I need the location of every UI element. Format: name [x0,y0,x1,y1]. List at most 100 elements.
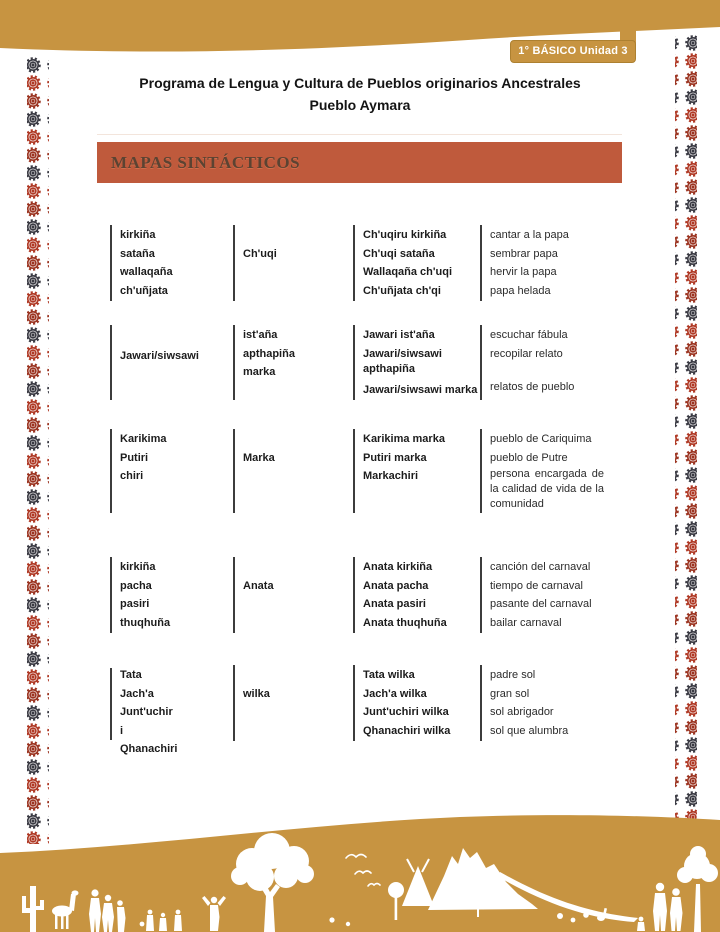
aymara-phrase: Wallaqaña ch'uqi [363,266,452,278]
column-root: wilka [233,663,353,762]
spanish-translation: pueblo de Cariquima [490,433,592,445]
syntax-map-group-marka: Karikima Putiri chiri Marka Karikima mar… [110,427,620,515]
aymara-phrase: Markachiri [363,470,419,482]
aymara-phrase: Ch'uqi sataña [363,247,435,260]
aymara-word: Qhanachiri [120,743,178,755]
aymara-pattern-border-left-icon [27,56,49,844]
spanish-translation: bailar carnaval [490,616,562,629]
aymara-word: Karikima [120,433,167,445]
column-phrases: Jawari ist'aña Jawari/siwsawi apthapiña … [353,323,480,402]
aymara-phrase: Jach'a wilka [363,687,427,700]
aymara-word: chiri [120,470,144,482]
aymara-root: Anata [243,579,274,592]
aymara-root: Marka [243,451,275,464]
aymara-word: i [120,724,124,737]
footer-landscape-art [0,815,720,932]
spanish-translation: relatos de pueblo [490,381,575,393]
aymara-word: Junt'uchir [120,706,173,718]
aymara-word: sataña [120,247,155,260]
spanish-translation: hervir la papa [490,266,557,278]
aymara-word: kirkiña [120,561,156,573]
column-translations: canción del carnaval tiempo de carnaval … [480,555,620,635]
aymara-phrase: Anata pasiri [363,598,426,610]
column-words: kirkiña pacha pasiri thuqhuña [110,555,233,635]
column-phrases: Anata kirkiña Anata pacha Anata pasiri A… [353,555,480,635]
aymara-word: Putiri [120,451,149,464]
column-words: Jawari/siwsawi [110,323,233,402]
title-line-2: Pueblo Aymara [309,97,411,113]
aymara-phrase: Anata thuqhuña [363,616,447,629]
aymara-word: pasiri [120,598,150,610]
aymara-word: ch'uñjata [120,284,168,297]
syntax-map-group-chuqi: kirkiña sataña wallaqaña ch'uñjata Ch'uq… [110,223,620,303]
syntax-map-group-jawari: Jawari/siwsawi ist'aña apthapiña marka J… [110,323,620,402]
section-banner: MAPAS SINTÁCTICOS [97,142,622,183]
spanish-translation: tiempo de carnaval [490,579,583,592]
column-words: kirkiña sataña wallaqaña ch'uñjata [110,223,233,303]
title-line-1: Programa de Lengua y Cultura de Pueblos … [139,75,581,91]
spanish-translation: pueblo de Putre [490,451,568,464]
column-root: Ch'uqi [233,223,353,303]
syntax-map-group-wilka: Tata Jach'a Junt'uchir i Qhanachiri wilk… [110,663,620,762]
column-root: ist'aña apthapiña marka [233,323,353,402]
syntax-map-group-anata: kirkiña pacha pasiri thuqhuña Anata Anat… [110,555,620,635]
spanish-translation: padre sol [490,669,536,681]
page-title: Programa de Lengua y Cultura de Pueblos … [60,72,660,116]
aymara-phrase: Jawari/siwsawi marka [363,383,478,396]
spanish-translation: sembrar papa [490,247,558,260]
divider-line [97,134,622,135]
aymara-root: marka [243,366,276,378]
aymara-phrase: Anata pacha [363,579,429,592]
column-words: Tata Jach'a Junt'uchir i Qhanachiri [110,663,233,762]
column-translations: escuchar fábula recopilar relato relatos… [480,323,620,402]
aymara-pattern-border-right-icon [675,34,697,822]
column-phrases: Karikima marka Putiri marka Markachiri [353,427,480,515]
aymara-word: Jach'a [120,687,154,700]
aymara-word: Tata [120,669,142,681]
aymara-root: Ch'uqi [243,247,277,260]
column-translations: padre sol gran sol sol abrigador sol que… [480,663,620,762]
aymara-word: thuqhuña [120,616,171,629]
spanish-translation: sol abrigador [490,706,554,718]
aymara-word: kirkiña [120,229,156,241]
aymara-phrase: Karikima marka [363,433,445,445]
aymara-word: Jawari/siwsawi [120,350,199,362]
syntax-maps: kirkiña sataña wallaqaña ch'uñjata Ch'uq… [110,223,620,762]
aymara-word: pacha [120,579,152,592]
aymara-phrase: Ch'uñjata ch'qi [363,284,441,297]
aymara-phrase: Jawari/siwsawi apthapiña [363,347,442,376]
aymara-phrase: Anata kirkiña [363,561,433,573]
aymara-phrase: Ch'uqiru kirkiña [363,229,447,241]
aymara-phrase: Putiri marka [363,451,427,464]
aymara-word: wallaqaña [120,266,173,278]
spanish-translation: escuchar fábula [490,329,568,341]
spanish-translation: papa helada [490,284,551,297]
aymara-phrase: Qhanachiri wilka [363,724,451,737]
unit-badge: 1° BÁSICO Unidad 3 [510,40,636,63]
section-title: MAPAS SINTÁCTICOS [111,153,301,172]
column-root: Anata [233,555,353,635]
column-words: Karikima Putiri chiri [110,427,233,515]
aymara-root: apthapiña [243,347,295,360]
aymara-phrase: Jawari ist'aña [363,329,435,341]
column-root: Marka [233,427,353,515]
spanish-translation: sol que alumbra [490,724,569,737]
spanish-translation: gran sol [490,687,530,700]
aymara-root: ist'aña [243,329,278,341]
spanish-translation: canción del carnaval [490,561,591,573]
spanish-translation: pasante del carnaval [490,598,592,610]
column-translations: pueblo de Cariquima pueblo de Putre pers… [480,427,620,515]
aymara-root: wilka [243,687,270,700]
column-phrases: Ch'uqiru kirkiña Ch'uqi sataña Wallaqaña… [353,223,480,303]
spanish-translation: recopilar relato [490,347,563,360]
word-list-with-bar: Tata Jach'a Junt'uchir i [110,666,229,740]
column-translations: cantar a la papa sembrar papa hervir la … [480,223,620,303]
aymara-phrase: Junt'uchiri wilka [363,706,449,718]
spanish-translation: persona encargada de la calidad de vida … [490,468,604,510]
column-phrases: Tata wilka Jach'a wilka Junt'uchiri wilk… [353,663,480,762]
landscape-silhouettes-icon [22,833,718,932]
spanish-translation: cantar a la papa [490,229,569,241]
aymara-phrase: Tata wilka [363,669,415,681]
